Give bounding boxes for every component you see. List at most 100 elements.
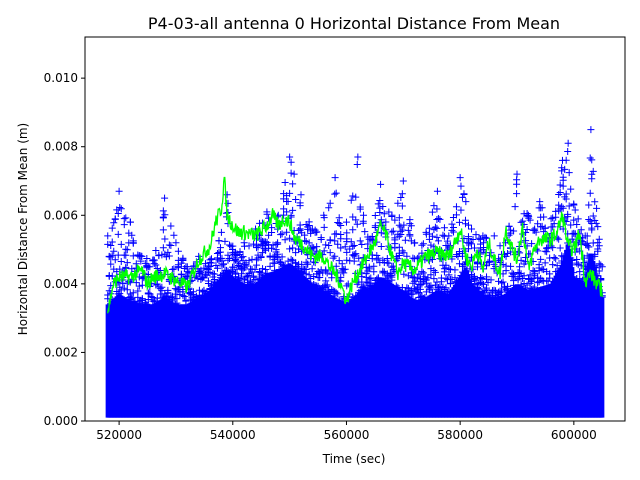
scatter-point bbox=[152, 246, 160, 254]
scatter-point bbox=[170, 265, 178, 273]
scatter-point bbox=[555, 235, 563, 243]
scatter-point bbox=[377, 229, 385, 237]
scatter-point bbox=[588, 175, 596, 183]
scatter-point bbox=[538, 204, 546, 212]
scatter-point bbox=[480, 280, 488, 288]
scatter-point bbox=[448, 226, 456, 234]
scatter-point bbox=[430, 202, 438, 210]
scatter-point bbox=[117, 257, 125, 265]
scatter-point bbox=[462, 198, 470, 206]
scatter-point bbox=[379, 267, 387, 275]
scatter-point bbox=[589, 212, 597, 220]
scatter-point bbox=[337, 244, 345, 252]
scatter-point bbox=[123, 279, 131, 287]
scatter-point bbox=[558, 167, 566, 175]
plot-frame bbox=[84, 36, 626, 422]
scatter-point bbox=[305, 239, 313, 247]
scatter-point bbox=[573, 255, 581, 263]
scatter-point bbox=[567, 185, 575, 193]
scatter-point bbox=[335, 214, 343, 222]
scatter-point bbox=[416, 281, 424, 289]
scatter-point bbox=[531, 269, 539, 277]
scatter-point bbox=[268, 224, 276, 232]
scatter-point bbox=[483, 286, 491, 294]
scatter-point bbox=[117, 286, 125, 294]
scatter-point bbox=[576, 268, 584, 276]
scatter-point bbox=[594, 239, 602, 247]
scatter-point bbox=[147, 293, 155, 301]
scatter-point bbox=[573, 220, 581, 228]
scatter-point bbox=[207, 255, 215, 263]
scatter-point bbox=[517, 256, 525, 264]
scatter-point bbox=[365, 275, 373, 283]
scatter-point bbox=[126, 218, 134, 226]
scatter-point bbox=[419, 240, 427, 248]
scatter-point bbox=[540, 228, 548, 236]
scatter-point bbox=[292, 249, 300, 257]
scatter-point bbox=[448, 220, 456, 228]
scatter-point bbox=[134, 287, 142, 295]
scatter-point bbox=[114, 230, 122, 238]
scatter-point bbox=[358, 273, 366, 281]
scatter-point bbox=[278, 230, 286, 238]
scatter-point bbox=[502, 252, 510, 260]
scatter-point bbox=[464, 221, 472, 229]
scatter-point bbox=[242, 262, 250, 270]
scatter-point bbox=[195, 252, 203, 260]
scatter-point bbox=[349, 192, 357, 200]
scatter-point bbox=[298, 260, 306, 268]
scatter-point bbox=[224, 251, 232, 259]
scatter-point bbox=[472, 231, 480, 239]
scatter-point bbox=[404, 272, 412, 280]
scatter-point bbox=[353, 220, 361, 228]
scatter-point bbox=[524, 211, 532, 219]
scatter-point bbox=[433, 205, 441, 213]
scatter-point bbox=[326, 236, 334, 244]
scatter-point bbox=[498, 287, 506, 295]
scatter-point bbox=[461, 220, 469, 228]
scatter-point bbox=[529, 275, 537, 283]
scatter-point bbox=[434, 237, 442, 245]
scatter-point bbox=[427, 284, 435, 292]
scatter-point bbox=[305, 271, 313, 279]
scatter-point bbox=[179, 291, 187, 299]
scatter-point bbox=[162, 253, 170, 261]
scatter-point bbox=[474, 284, 482, 292]
scatter-point bbox=[334, 219, 342, 227]
scatter-point bbox=[371, 212, 379, 220]
scatter-point bbox=[146, 263, 154, 271]
scatter-point bbox=[302, 265, 310, 273]
scatter-point bbox=[143, 254, 151, 262]
scatter-point bbox=[588, 156, 596, 164]
scatter-point bbox=[308, 225, 316, 233]
scatter-point bbox=[538, 265, 546, 273]
scatter-point bbox=[129, 289, 137, 297]
scatter-point bbox=[427, 241, 435, 249]
scatter-point bbox=[107, 260, 115, 268]
scatter-point bbox=[170, 231, 178, 239]
scatter-point bbox=[546, 270, 554, 278]
scatter-point bbox=[389, 227, 397, 235]
scatter-point bbox=[149, 256, 157, 264]
scatter-point bbox=[295, 264, 303, 272]
scatter-point bbox=[427, 271, 435, 279]
scatter-point bbox=[343, 229, 351, 237]
scatter-point bbox=[523, 281, 531, 289]
scatter-point bbox=[415, 288, 423, 296]
scatter-point bbox=[385, 208, 393, 216]
scatter-point bbox=[245, 269, 253, 277]
scatter-point bbox=[126, 290, 134, 298]
scatter-point bbox=[143, 264, 151, 272]
scatter-point bbox=[442, 274, 450, 282]
scatter-point bbox=[552, 255, 560, 263]
scatter-point bbox=[107, 242, 115, 250]
scatter-point bbox=[172, 239, 180, 247]
scatter-point bbox=[487, 276, 495, 284]
mean-line bbox=[107, 176, 603, 314]
scatter-point bbox=[377, 243, 385, 251]
scatter-point bbox=[116, 203, 124, 211]
scatter-point bbox=[537, 255, 545, 263]
scatter-series bbox=[104, 126, 606, 418]
scatter-point bbox=[263, 208, 271, 216]
scatter-point bbox=[253, 261, 261, 269]
